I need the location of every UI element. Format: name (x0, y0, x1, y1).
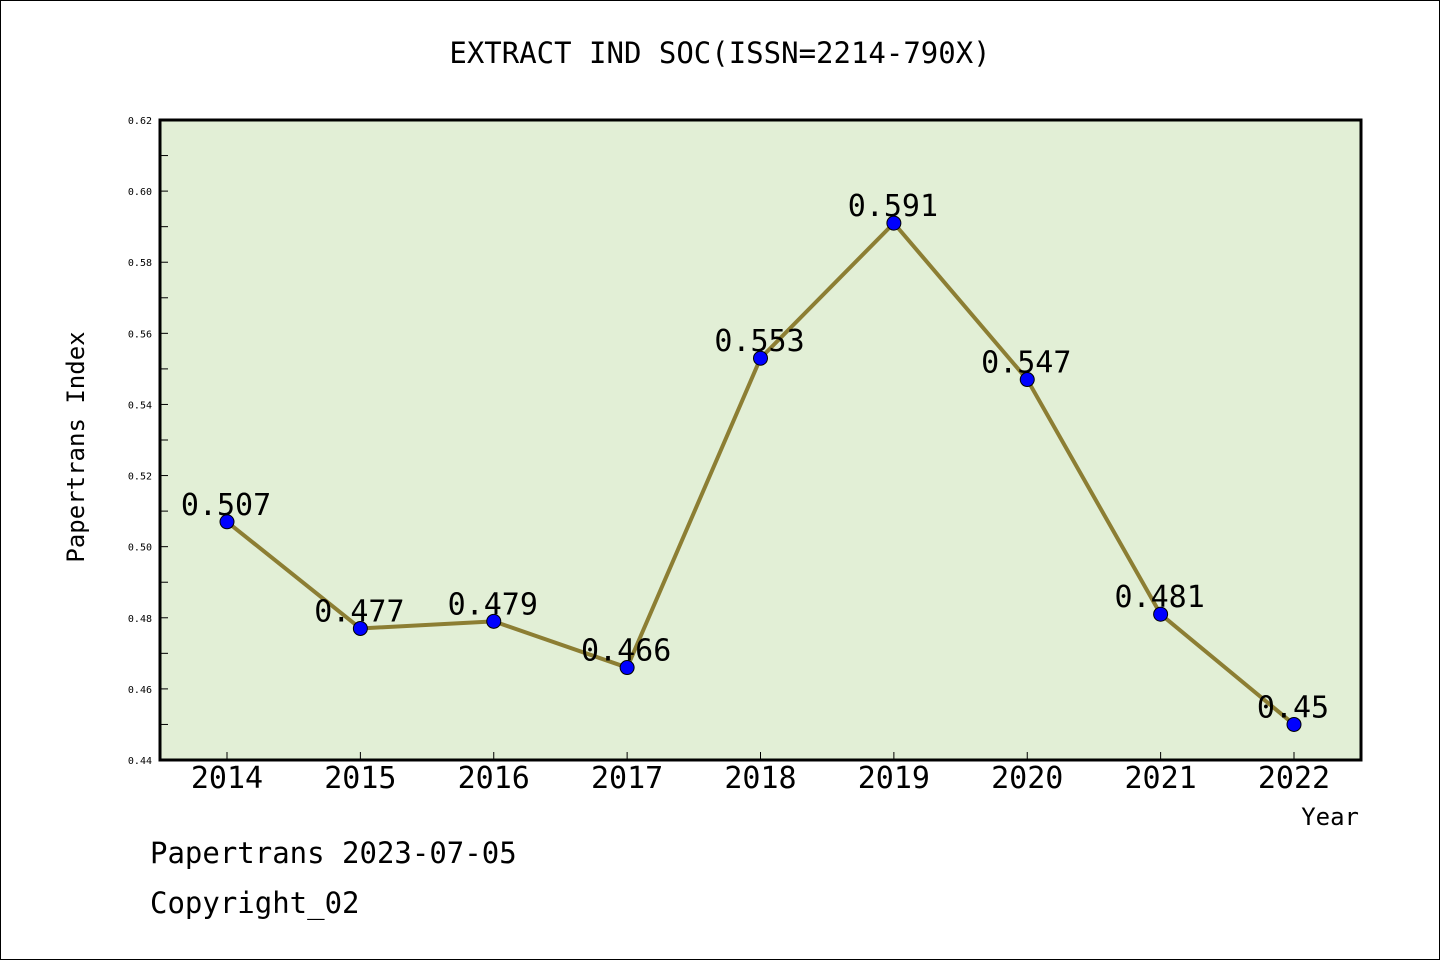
data-label: 0.477 (314, 594, 404, 629)
data-point (1019, 372, 1035, 388)
data-points (219, 215, 1302, 732)
x-tick-label: 2019 (858, 761, 930, 796)
data-point (753, 350, 768, 366)
data-point (352, 620, 368, 636)
data-label: 0.591 (848, 189, 938, 224)
x-tick-label: 2022 (1258, 761, 1330, 796)
y-tick-label: 0.44 (128, 756, 152, 767)
y-tick-label: 0.58 (128, 258, 152, 269)
y-tick-label: 0.60 (128, 187, 152, 198)
data-point (1153, 606, 1169, 622)
data-label: 0.553 (714, 324, 804, 359)
y-tick-label: 0.56 (128, 329, 152, 340)
data-point (1286, 716, 1302, 732)
x-tick-label: 2017 (591, 761, 663, 796)
footer-copyright: Copyright_02 (150, 886, 360, 920)
y-tick-label: 0.46 (128, 685, 152, 696)
x-tick-label: 2020 (991, 761, 1063, 796)
data-label: 0.45 (1257, 690, 1329, 725)
data-label: 0.466 (581, 634, 671, 669)
data-label: 0.479 (448, 587, 538, 622)
data-point (486, 613, 502, 629)
data-point (619, 660, 635, 676)
x-tick-label: 2014 (191, 761, 263, 796)
data-point (219, 514, 235, 530)
y-axis-tick-labels: 0.44 0.46 0.48 0.50 0.52 0.54 0.56 0.58 0.60 0.62 (128, 116, 152, 767)
data-label: 0.507 (181, 488, 271, 523)
y-tick-label: 0.62 (128, 116, 152, 127)
data-point (886, 215, 902, 231)
data-labels: 0.507 0.477 0.479 0.466 0.553 0.591 0.547 0.481… (181, 189, 1329, 725)
data-label: 0.547 (981, 346, 1071, 381)
plot-border (158, 118, 1363, 762)
y-tick-label: 0.48 (128, 614, 152, 625)
y-axis-label: Papertrans Index (62, 331, 90, 562)
y-tick-label: 0.50 (128, 543, 152, 554)
x-tick-label: 2015 (324, 761, 396, 796)
data-label: 0.481 (1114, 580, 1204, 615)
x-tick-label: 2018 (724, 761, 796, 796)
chart-title: EXTRACT IND SOC(ISSN=2214-790X) (449, 36, 991, 70)
x-axis-label: Year (1301, 803, 1359, 831)
x-tick-label: 2016 (458, 761, 530, 796)
x-axis-tick-labels: 2014 2015 2016 2017 2018 2019 2020 2021 2022 (191, 761, 1330, 796)
y-tick-label: 0.52 (128, 472, 152, 483)
footer-date: Papertrans 2023-07-05 (150, 836, 517, 870)
plot-area (160, 120, 1361, 760)
y-tick-label: 0.54 (128, 400, 152, 411)
x-tick-label: 2021 (1125, 761, 1197, 796)
